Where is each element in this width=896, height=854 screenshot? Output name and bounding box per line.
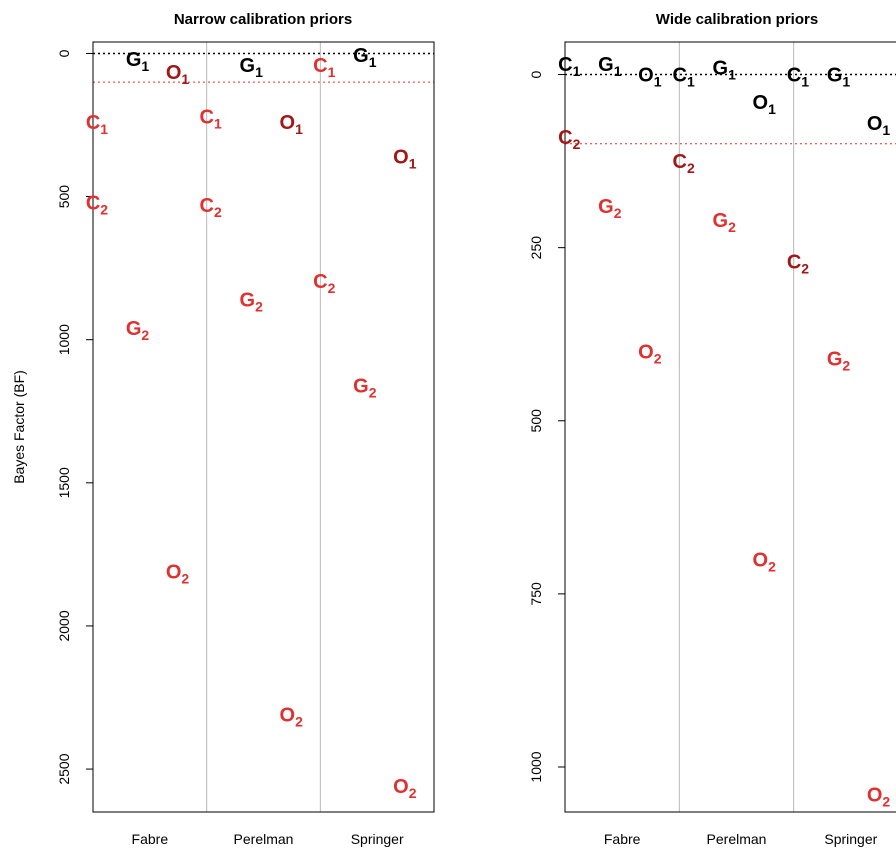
data-point-c2: C2 bbox=[558, 127, 580, 152]
data-point-o2: O2 bbox=[166, 562, 190, 587]
data-point-o1: O1 bbox=[393, 146, 417, 171]
data-point-o2: O2 bbox=[280, 705, 304, 730]
y-tick-label: 1000 bbox=[528, 751, 544, 782]
category-label: Fabre bbox=[604, 831, 641, 847]
data-point-g1: G1 bbox=[598, 54, 622, 79]
data-point-c2: C2 bbox=[787, 252, 809, 277]
y-tick-label: 500 bbox=[528, 409, 544, 433]
data-point-g1: G1 bbox=[126, 49, 150, 74]
y-tick-label: 1500 bbox=[56, 467, 72, 498]
y-tick-label: 750 bbox=[528, 582, 544, 606]
data-point-o2: O2 bbox=[638, 342, 662, 367]
data-point-c2: C2 bbox=[673, 151, 695, 176]
data-point-g1: G1 bbox=[827, 65, 851, 90]
data-point-c1: C1 bbox=[86, 112, 108, 137]
data-point-c2: C2 bbox=[200, 195, 222, 220]
data-point-o1: O1 bbox=[280, 112, 304, 137]
data-point-g2: G2 bbox=[353, 375, 377, 400]
data-point-g2: G2 bbox=[713, 210, 737, 235]
category-label: Springer bbox=[351, 831, 404, 847]
panel-narrow: Narrow calibration priors Bayes Factor (B… bbox=[11, 11, 435, 847]
chart-title: Wide calibration priors bbox=[656, 11, 818, 28]
y-tick-label: 1000 bbox=[56, 324, 72, 355]
plot-frame bbox=[92, 41, 435, 813]
data-point-c1: C1 bbox=[200, 106, 222, 131]
data-point-o2: O2 bbox=[753, 549, 777, 574]
data-point-g1: G1 bbox=[353, 45, 377, 70]
data-point-o1: O1 bbox=[867, 113, 891, 138]
y-tick-label: 2500 bbox=[56, 753, 72, 784]
data-point-o1: O1 bbox=[638, 65, 662, 90]
data-point-g2: G2 bbox=[827, 348, 851, 373]
data-point-o1: O1 bbox=[753, 92, 777, 117]
plot-frame bbox=[564, 41, 896, 813]
data-point-c1: C1 bbox=[673, 65, 695, 90]
data-point-o2: O2 bbox=[393, 776, 417, 801]
panel-wide: Wide calibration priors 0 250 500 750 1000 Fab… bbox=[528, 11, 896, 847]
y-tick-label: 2000 bbox=[56, 610, 72, 641]
category-label: Perelman bbox=[234, 831, 294, 847]
data-point-g2: G2 bbox=[240, 290, 264, 315]
y-tick-label: 500 bbox=[56, 185, 72, 209]
data-point-c1: C1 bbox=[558, 54, 580, 79]
data-point-o2: O2 bbox=[867, 785, 891, 810]
data-point-o1: O1 bbox=[166, 62, 190, 87]
data-point-g1: G1 bbox=[713, 58, 737, 83]
category-label: Perelman bbox=[707, 831, 767, 847]
category-label: Springer bbox=[824, 831, 877, 847]
y-tick-label: 250 bbox=[528, 236, 544, 260]
y-axis-label: Bayes Factor (BF) bbox=[11, 370, 27, 484]
category-label: Fabre bbox=[132, 831, 169, 847]
data-point-c1: C1 bbox=[313, 55, 335, 80]
data-point-g1: G1 bbox=[240, 55, 264, 80]
y-tick-label: 0 bbox=[528, 70, 544, 78]
data-point-c1: C1 bbox=[787, 65, 809, 90]
data-point-c2: C2 bbox=[313, 271, 335, 296]
data-point-c2: C2 bbox=[86, 192, 108, 217]
data-point-g2: G2 bbox=[126, 318, 150, 343]
chart-title: Narrow calibration priors bbox=[174, 11, 352, 28]
y-tick-label: 0 bbox=[56, 49, 72, 57]
data-point-g2: G2 bbox=[598, 196, 622, 221]
